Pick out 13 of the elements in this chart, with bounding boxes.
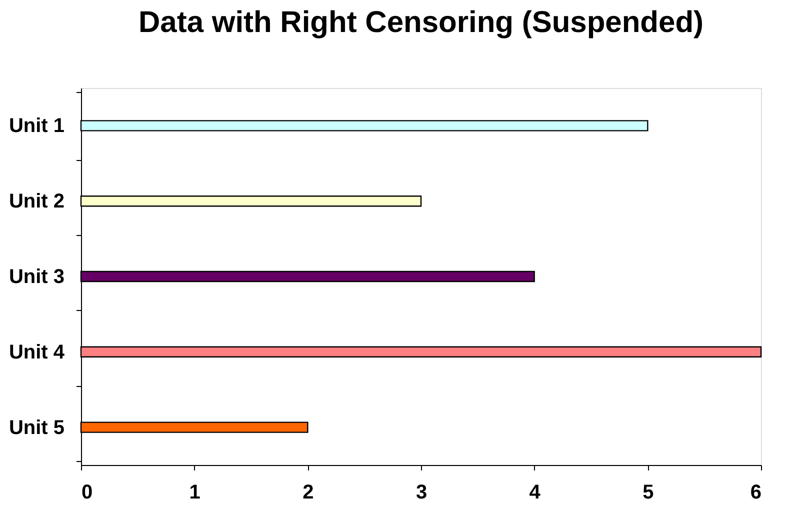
x-tick-label: 0 (82, 482, 93, 504)
y-tick-label: Unit 2 (8, 190, 64, 213)
x-tick-label: 1 (189, 482, 200, 504)
y-tick-label: Unit 4 (8, 341, 66, 364)
chart-title: Data with Right Censoring (Suspended) (138, 6, 704, 39)
x-tick-label: 5 (642, 482, 654, 504)
y-tick-label: Unit 5 (8, 416, 64, 439)
y-tick-label: Unit 1 (8, 115, 64, 138)
x-tick-label: 4 (529, 482, 542, 504)
x-tick-label: 3 (416, 482, 428, 504)
x-tick-label: 2 (302, 482, 314, 504)
y-tick-label: Unit 3 (8, 266, 64, 288)
x-tick-label: 6 (750, 482, 762, 504)
